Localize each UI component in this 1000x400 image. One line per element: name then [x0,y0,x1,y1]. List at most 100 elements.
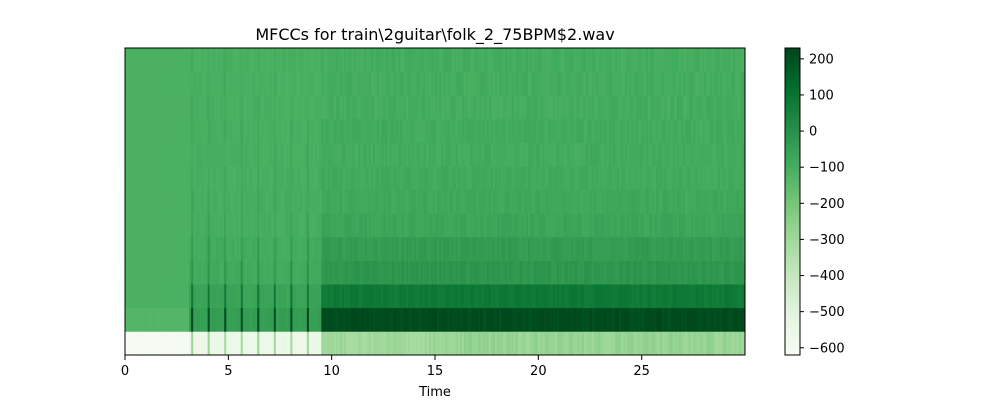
heatmap-cell [437,260,440,285]
heatmap-cell [313,307,316,332]
heatmap-cell [563,236,566,261]
heatmap-cell [327,236,330,261]
heatmap-cell [652,189,655,214]
heatmap-cell [319,95,322,120]
heatmap-cell [701,236,705,261]
heatmap-cell [716,95,719,120]
heatmap-cell [666,260,669,285]
heatmap-cell [664,142,667,167]
heatmap-cell [399,71,403,96]
heatmap-cell [368,118,372,143]
heatmap-cell [346,213,349,238]
heatmap-cell [432,213,436,238]
heatmap-cell [344,307,347,332]
heatmap-cell [317,213,320,238]
heatmap-cell [191,166,194,191]
heatmap-cell [674,95,678,120]
heatmap-cell [160,95,163,120]
heatmap-cell [525,48,529,72]
heatmap-cell [350,284,353,309]
heatmap-cell [364,213,368,238]
heatmap-cell [366,236,370,261]
heatmap-cell [441,189,444,214]
heatmap-cell [716,142,719,167]
heatmap-cell [333,189,337,214]
heatmap-cell [143,95,147,120]
heatmap-cell [176,166,180,191]
heatmap-cell [317,166,320,191]
heatmap-cell [412,95,415,120]
heatmap-cell [678,189,682,214]
heatmap-cell [238,48,242,72]
heatmap-cell [269,189,273,214]
heatmap-cell [153,95,157,120]
heatmap-cell [226,284,229,309]
heatmap-cell [263,189,266,214]
heatmap-cell [693,166,696,191]
heatmap-cell [375,236,378,261]
heatmap-cell [199,213,202,238]
heatmap-cell [505,260,508,285]
heatmap-cell [501,71,504,96]
heatmap-cell [199,189,202,214]
heatmap-cell [354,260,357,285]
heatmap-cell [298,118,302,143]
heatmap-cell [647,142,651,167]
heatmap-cell [501,307,504,332]
heatmap-cell [699,260,702,285]
heatmap-cell [228,118,231,143]
heatmap-cell [414,307,417,332]
heatmap-cell [732,307,736,332]
heatmap-cell [691,142,694,167]
heatmap-cell [362,95,366,120]
heatmap-cell [238,213,242,238]
heatmap-cell [257,71,260,96]
heatmap-cell [494,307,498,332]
heatmap-cell [420,213,423,238]
heatmap-cell [532,142,535,167]
heatmap-cell [445,307,448,332]
heatmap-cell [571,189,574,214]
heatmap-cell [664,284,667,309]
heatmap-cell [554,331,558,356]
heatmap-cell [660,71,663,96]
heatmap-cell [191,48,194,72]
heatmap-cell [195,48,198,72]
heatmap-cell [691,213,694,238]
heatmap-cell [695,307,698,332]
heatmap-cell [556,71,560,96]
heatmap-cell [358,95,361,120]
heatmap-cell [408,118,411,143]
heatmap-cell [288,213,291,238]
heatmap-cell [393,118,397,143]
heatmap-cell [193,166,196,191]
heatmap-cell [461,236,465,261]
heatmap-cell [482,118,485,143]
heatmap-cell [614,48,618,72]
heatmap-cell [127,189,130,214]
heatmap-cell [356,71,359,96]
heatmap-cell [616,166,620,191]
heatmap-cell [178,166,182,191]
heatmap-cell [337,48,341,72]
heatmap-cell [238,284,242,309]
heatmap-cell [449,260,452,285]
heatmap-cell [511,118,514,143]
heatmap-cell [606,213,609,238]
colorbar-tick-label: −400 [809,269,845,284]
heatmap-cell [637,71,640,96]
heatmap-cell [339,166,343,191]
heatmap-cell [703,189,707,214]
heatmap-cell [517,118,521,143]
heatmap-cell [418,95,421,120]
heatmap-cell [166,307,169,332]
heatmap-cell [608,118,612,143]
heatmap-cell [143,48,147,72]
heatmap-cell [490,213,494,238]
heatmap-cell [158,71,161,96]
heatmap-cell [346,95,349,120]
heatmap-cell [342,142,345,167]
heatmap-cell [550,71,554,96]
heatmap-cell [277,118,281,143]
heatmap-cell [300,236,304,261]
